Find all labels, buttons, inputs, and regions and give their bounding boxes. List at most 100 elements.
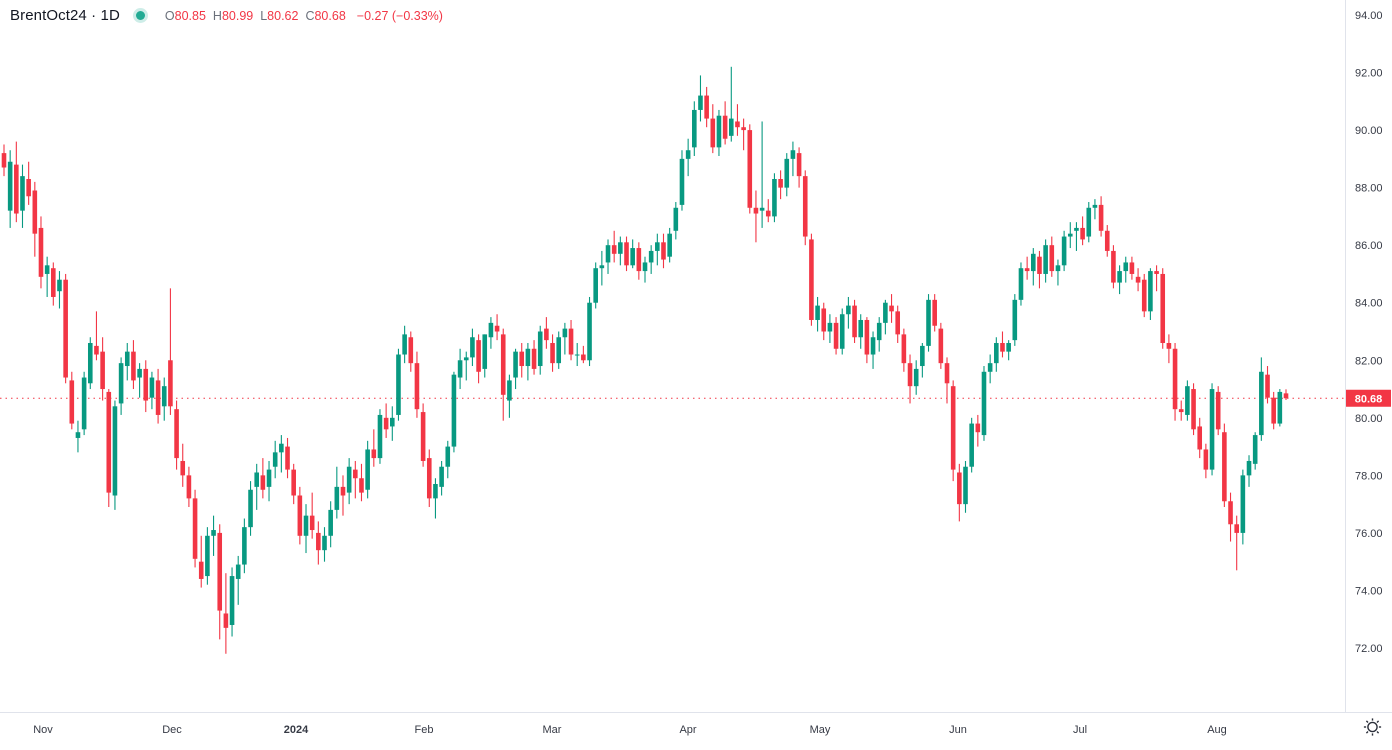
candle-body [254, 472, 260, 487]
candle [303, 504, 309, 554]
time-axis-label: Apr [679, 724, 696, 736]
price-axis-label: 82.00 [1355, 355, 1383, 367]
candle-body [1172, 348, 1178, 410]
candle [870, 331, 876, 369]
candle-body [389, 417, 395, 427]
candle [81, 371, 87, 436]
candle [408, 331, 414, 372]
candle-body [112, 406, 118, 496]
candle [420, 403, 426, 467]
candle-body [1191, 389, 1196, 430]
candle-body [753, 207, 759, 214]
candle-body [679, 158, 685, 205]
low-value: 80.62 [267, 8, 299, 23]
candle [248, 481, 253, 536]
settings-gear-icon[interactable] [1363, 718, 1382, 736]
candle-body [1185, 386, 1190, 415]
candle-body [44, 265, 50, 274]
candle-body [661, 242, 666, 260]
candle [895, 305, 901, 344]
candle [741, 118, 746, 151]
candle-body [698, 95, 703, 110]
candle [445, 440, 451, 479]
candle [451, 371, 457, 453]
candle-body [1215, 391, 1221, 430]
candle-body [414, 363, 420, 410]
candle [334, 466, 340, 519]
candle-body [137, 368, 142, 378]
candle-body [618, 242, 623, 254]
candle-body [402, 334, 407, 355]
candle [1123, 256, 1129, 283]
candle-body [1086, 207, 1092, 237]
candle [562, 322, 568, 355]
last-price-badge [1346, 389, 1391, 407]
candle-body [377, 414, 383, 459]
candle [254, 463, 260, 510]
candle [1000, 331, 1005, 358]
candle [981, 366, 987, 441]
candle-body [322, 535, 327, 551]
candle [1228, 492, 1233, 542]
symbol-title[interactable]: BrentOct24 · 1D [10, 7, 120, 24]
candle-body [901, 334, 907, 364]
candle-body [248, 489, 253, 528]
time-axis-label: Dec [162, 724, 182, 736]
candle-body [605, 245, 611, 263]
candle-body [118, 363, 124, 404]
candle [1098, 196, 1104, 237]
candle-body [722, 115, 728, 139]
gear-tooth [1365, 731, 1369, 734]
candle-body [205, 535, 210, 577]
candle-body [969, 423, 974, 467]
candle [205, 527, 210, 585]
candle-body [1104, 230, 1110, 251]
candle-body [365, 449, 370, 490]
candle-body [846, 305, 851, 315]
candle [667, 227, 672, 263]
candle [353, 460, 358, 499]
time-axis[interactable] [0, 712, 1345, 750]
candle [180, 443, 186, 487]
candle-body [334, 486, 340, 510]
candle-body [328, 509, 333, 536]
candle-body [75, 432, 81, 438]
candle [605, 239, 611, 274]
candle-body [1000, 343, 1005, 352]
candle [94, 311, 99, 361]
data-status-dot[interactable] [135, 11, 145, 20]
candle-body [457, 360, 463, 378]
candle-body [957, 472, 962, 505]
candle [143, 360, 149, 413]
candle [377, 409, 383, 464]
candle-body [439, 466, 444, 487]
candle [821, 302, 827, 341]
candle-body [519, 351, 525, 367]
low-label: L [260, 8, 268, 23]
candle-body [809, 239, 814, 320]
candle-body [772, 179, 777, 217]
candle-body [217, 532, 223, 611]
candle [1246, 455, 1252, 487]
candle [1067, 222, 1073, 249]
candle-body [735, 121, 740, 128]
candle [778, 170, 783, 200]
candle-body [100, 351, 105, 390]
candle [229, 567, 235, 637]
candle [124, 343, 130, 381]
candle [100, 337, 105, 401]
candle [106, 389, 112, 508]
candle-body [211, 530, 216, 536]
candle [272, 440, 278, 479]
candle [685, 138, 691, 177]
candle [969, 417, 974, 473]
candle [1111, 245, 1116, 289]
candle-body [149, 377, 155, 398]
candle [1240, 469, 1246, 545]
candle [655, 233, 660, 266]
candle [556, 331, 562, 369]
candle-body [1252, 435, 1258, 464]
candle-body [1203, 449, 1209, 470]
